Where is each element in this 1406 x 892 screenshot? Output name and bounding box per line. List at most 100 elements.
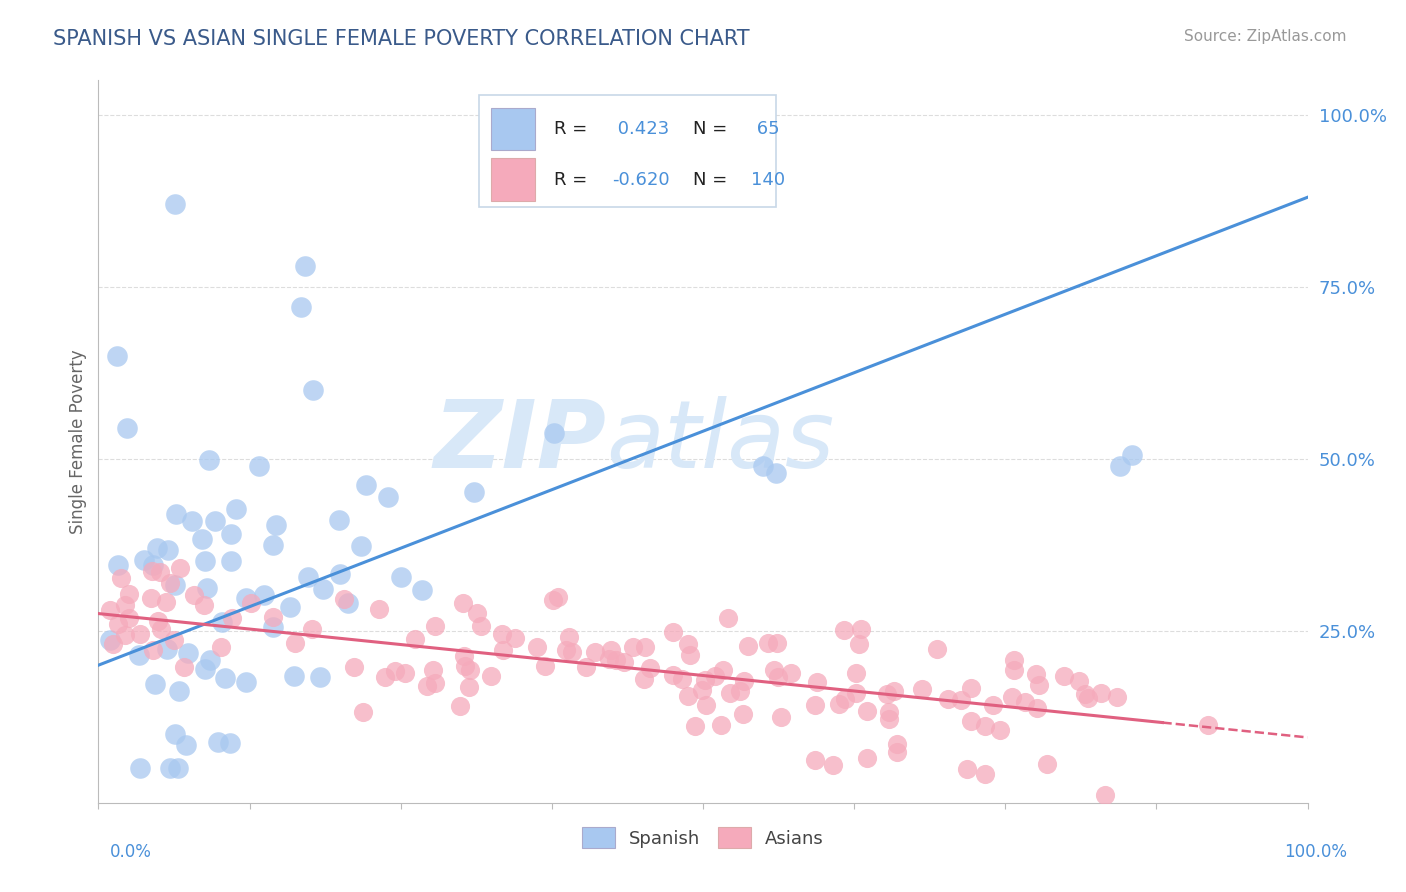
Point (142, 558, 165, 572)
Point (278, 600, 301, 615)
Point (284, 636, 307, 650)
Point (766, 670, 789, 684)
Point (463, 484, 485, 499)
Text: 100.0%: 100.0% (1284, 843, 1347, 861)
Point (756, 636, 779, 650)
Point (167, 684, 190, 698)
Point (731, 707, 754, 722)
Text: atlas: atlas (606, 396, 835, 487)
Point (613, 655, 636, 669)
Point (763, 663, 786, 677)
Point (377, 490, 399, 504)
Point (142, 643, 165, 657)
Point (118, 587, 141, 601)
Point (118, 611, 141, 625)
Point (454, 658, 477, 673)
Point (938, 692, 960, 706)
Point (717, 611, 740, 625)
Point (312, 582, 335, 597)
Point (156, 542, 179, 557)
Point (98, 603, 121, 617)
Point (845, 686, 868, 700)
Text: 140: 140 (751, 171, 786, 189)
Point (845, 666, 868, 681)
Point (633, 672, 655, 686)
Point (159, 575, 181, 590)
Point (765, 466, 787, 480)
Point (181, 514, 204, 528)
Point (834, 691, 856, 706)
Point (394, 665, 416, 680)
Text: ZIP: ZIP (433, 395, 606, 488)
Point (856, 704, 879, 718)
Text: 0.423: 0.423 (613, 120, 669, 138)
Point (621, 640, 644, 654)
Point (297, 570, 319, 584)
Point (803, 698, 825, 712)
Point (159, 761, 181, 775)
Point (163, 727, 186, 741)
Point (974, 767, 997, 781)
Point (541, 592, 564, 607)
Point (368, 602, 391, 616)
Point (956, 762, 979, 776)
Point (262, 609, 284, 624)
Point (780, 666, 803, 681)
Point (974, 719, 997, 733)
Point (149, 566, 172, 580)
Point (253, 589, 276, 603)
Point (598, 652, 620, 666)
Point (198, 453, 221, 467)
Point (1121, 448, 1143, 462)
Point (1025, 667, 1047, 681)
Point (1028, 678, 1050, 692)
Point (1053, 669, 1076, 683)
Point (676, 690, 699, 704)
Point (165, 508, 187, 522)
Y-axis label: Single Female Poverty: Single Female Poverty (69, 350, 87, 533)
Point (479, 669, 502, 683)
Point (1197, 718, 1219, 732)
Point (389, 570, 412, 584)
Point (156, 642, 179, 657)
Point (423, 675, 446, 690)
Point (491, 627, 513, 641)
Point (960, 681, 983, 695)
Point (981, 698, 1004, 713)
Text: N =: N = (693, 120, 734, 138)
Point (163, 577, 186, 591)
Point (575, 659, 598, 673)
Point (204, 514, 226, 528)
Point (1077, 691, 1099, 706)
Point (821, 758, 844, 772)
Point (354, 478, 377, 492)
Point (703, 669, 725, 683)
Point (283, 668, 305, 682)
Point (1001, 690, 1024, 704)
Point (329, 566, 352, 581)
Point (218, 736, 240, 750)
Point (328, 513, 350, 527)
Text: R =: R = (554, 120, 593, 138)
Point (1094, 789, 1116, 803)
Point (671, 672, 693, 686)
Point (384, 665, 406, 679)
Point (848, 637, 870, 651)
Point (1026, 701, 1049, 715)
Point (107, 558, 129, 573)
Point (221, 611, 243, 625)
Point (733, 673, 755, 688)
Point (194, 662, 217, 676)
Point (561, 645, 583, 659)
Point (174, 739, 197, 753)
Point (451, 596, 474, 610)
Point (599, 642, 621, 657)
Point (711, 663, 734, 677)
Point (411, 583, 433, 598)
Point (141, 591, 163, 605)
Point (169, 561, 191, 575)
Point (155, 595, 177, 609)
Point (141, 564, 163, 578)
Text: N =: N = (693, 171, 734, 189)
Point (710, 718, 733, 732)
